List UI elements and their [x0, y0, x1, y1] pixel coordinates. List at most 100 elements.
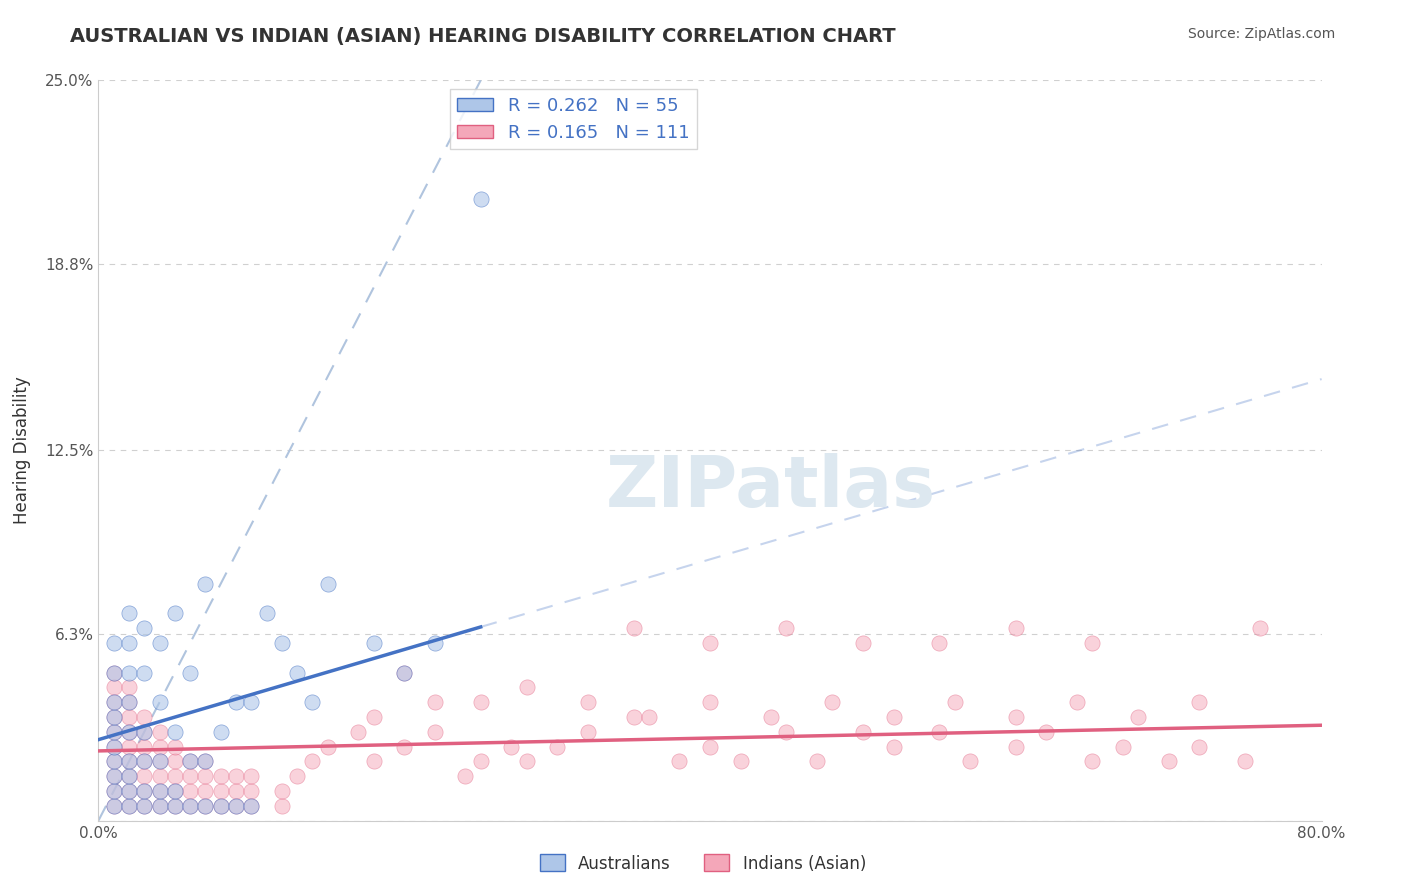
- Point: [285, 665, 308, 680]
- Point: [163, 798, 186, 813]
- Point: [194, 798, 217, 813]
- Point: [759, 710, 782, 724]
- Point: [883, 739, 905, 754]
- Point: [1188, 695, 1211, 709]
- Point: [163, 755, 186, 769]
- Point: [209, 798, 232, 813]
- Point: [301, 755, 323, 769]
- Point: [118, 784, 141, 798]
- Point: [179, 755, 201, 769]
- Point: [699, 695, 721, 709]
- Point: [103, 681, 125, 695]
- Point: [225, 695, 247, 709]
- Point: [1188, 739, 1211, 754]
- Point: [118, 798, 141, 813]
- Point: [149, 798, 172, 813]
- Point: [118, 724, 141, 739]
- Point: [454, 769, 477, 783]
- Point: [163, 784, 186, 798]
- Point: [103, 636, 125, 650]
- Point: [134, 784, 156, 798]
- Point: [163, 607, 186, 621]
- Point: [103, 755, 125, 769]
- Point: [943, 695, 966, 709]
- Point: [270, 636, 292, 650]
- Point: [699, 636, 721, 650]
- Point: [194, 784, 217, 798]
- Point: [806, 755, 828, 769]
- Point: [363, 710, 385, 724]
- Point: [392, 665, 416, 680]
- Point: [1234, 755, 1257, 769]
- Point: [775, 621, 797, 635]
- Point: [118, 710, 141, 724]
- Point: [103, 798, 125, 813]
- Point: [316, 739, 339, 754]
- Point: [134, 710, 156, 724]
- Y-axis label: Hearing Disability: Hearing Disability: [13, 376, 31, 524]
- Point: [225, 784, 247, 798]
- Point: [118, 665, 141, 680]
- Point: [118, 739, 141, 754]
- Point: [134, 724, 156, 739]
- Point: [225, 798, 247, 813]
- Point: [163, 798, 186, 813]
- Point: [149, 798, 172, 813]
- Point: [134, 798, 156, 813]
- Point: [501, 739, 523, 754]
- Point: [623, 621, 645, 635]
- Point: [118, 755, 141, 769]
- Point: [699, 739, 721, 754]
- Point: [103, 710, 125, 724]
- Point: [118, 636, 141, 650]
- Point: [103, 695, 125, 709]
- Point: [179, 784, 201, 798]
- Point: [194, 755, 217, 769]
- Point: [576, 695, 599, 709]
- Point: [285, 769, 308, 783]
- Point: [546, 739, 568, 754]
- Point: [1004, 710, 1026, 724]
- Point: [149, 724, 172, 739]
- Point: [103, 710, 125, 724]
- Point: [1157, 755, 1180, 769]
- Point: [163, 739, 186, 754]
- Point: [347, 724, 370, 739]
- Point: [1066, 695, 1088, 709]
- Point: [194, 798, 217, 813]
- Point: [301, 695, 323, 709]
- Point: [240, 769, 263, 783]
- Point: [163, 784, 186, 798]
- Point: [118, 784, 141, 798]
- Point: [576, 724, 599, 739]
- Point: [149, 755, 172, 769]
- Point: [103, 784, 125, 798]
- Point: [179, 798, 201, 813]
- Point: [821, 695, 844, 709]
- Point: [134, 784, 156, 798]
- Point: [928, 724, 950, 739]
- Point: [118, 695, 141, 709]
- Point: [149, 695, 172, 709]
- Point: [516, 755, 538, 769]
- Point: [149, 784, 172, 798]
- Point: [1081, 755, 1104, 769]
- Point: [118, 798, 141, 813]
- Point: [209, 798, 232, 813]
- Point: [149, 784, 172, 798]
- Point: [225, 769, 247, 783]
- Point: [134, 798, 156, 813]
- Point: [103, 665, 125, 680]
- Point: [623, 710, 645, 724]
- Point: [470, 192, 492, 206]
- Point: [163, 724, 186, 739]
- Point: [928, 636, 950, 650]
- Point: [959, 755, 981, 769]
- Text: Source: ZipAtlas.com: Source: ZipAtlas.com: [1188, 27, 1336, 41]
- Point: [118, 681, 141, 695]
- Point: [256, 607, 278, 621]
- Text: ZIPatlas: ZIPatlas: [606, 453, 936, 522]
- Point: [103, 755, 125, 769]
- Point: [179, 769, 201, 783]
- Point: [270, 798, 292, 813]
